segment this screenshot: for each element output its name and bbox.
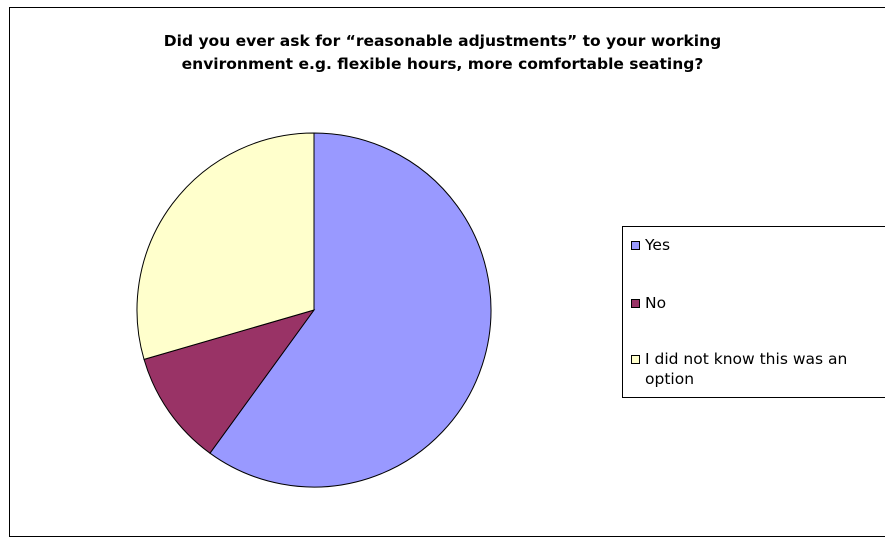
legend-swatch-did-not-know <box>631 355 640 364</box>
legend-label-did-not-know: I did not know this was an option <box>645 350 848 388</box>
chart-title: Did you ever ask for “reasonable adjustm… <box>0 30 885 76</box>
chart-title-line-1: Did you ever ask for “reasonable adjustm… <box>163 32 722 50</box>
pie-slice-i-did-not-know-this-was-an-option <box>136 132 315 361</box>
chart-title-line-2: environment e.g. flexible hours, more co… <box>181 55 704 73</box>
pie-slice-no <box>143 309 316 454</box>
legend-swatch-no <box>631 299 640 308</box>
legend-label-yes: Yes <box>645 236 671 254</box>
legend-label-no: No <box>645 294 667 312</box>
legend-swatch-yes <box>631 241 640 250</box>
legend-item-no: No <box>631 293 885 313</box>
pie-chart <box>136 132 492 488</box>
pie-slice-yes <box>209 132 492 488</box>
legend-item-yes: Yes <box>631 235 885 255</box>
legend-item-did-not-know: I did not know this was an option <box>631 349 885 389</box>
legend: Yes No I did not know this was an option <box>622 226 885 398</box>
